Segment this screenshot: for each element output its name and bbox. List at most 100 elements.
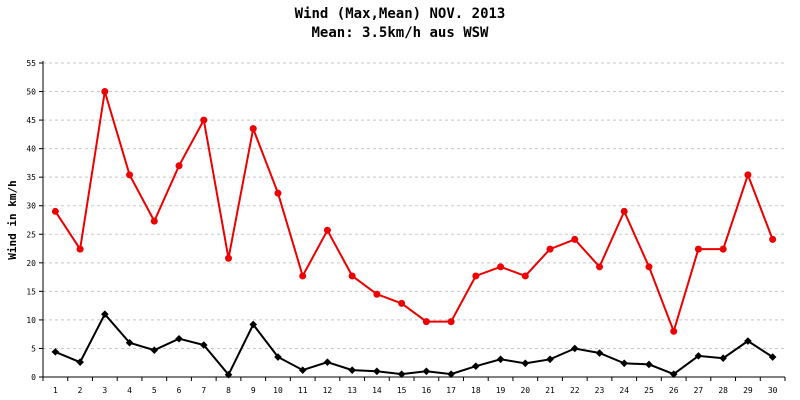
data-point (645, 360, 653, 369)
data-point (571, 235, 579, 243)
data-point (398, 299, 406, 307)
x-tick-label: 18 (471, 386, 481, 395)
data-point (472, 272, 480, 280)
data-point (101, 310, 109, 318)
data-point (150, 346, 159, 354)
data-point (225, 254, 232, 262)
data-point (298, 366, 307, 374)
y-tick-label: 55 (26, 59, 36, 68)
data-point (224, 370, 233, 379)
y-tick-label: 25 (26, 230, 36, 239)
data-point (199, 341, 208, 349)
series-line (55, 312, 774, 377)
data-point (620, 359, 629, 368)
y-tick-label: 45 (26, 116, 36, 125)
y-axis-label: Wind in km/h (6, 180, 19, 259)
y-tick-label: 50 (26, 88, 36, 97)
x-tick-label: 20 (520, 386, 530, 395)
series-1 (51, 88, 777, 335)
x-tick-label: 27 (694, 386, 704, 395)
data-point (274, 189, 282, 197)
x-tick-label: 6 (177, 386, 182, 395)
data-point (125, 338, 134, 347)
data-point (694, 245, 702, 253)
x-tick-label: 25 (644, 386, 654, 395)
data-point (249, 125, 257, 133)
y-tick-label: 10 (26, 316, 36, 325)
x-tick-label: 12 (323, 386, 333, 395)
data-point (670, 327, 678, 335)
data-point (274, 353, 282, 361)
data-point (76, 358, 84, 366)
data-point (546, 355, 554, 364)
y-tick-label: 0 (31, 373, 36, 382)
x-tick-label: 1 (53, 386, 58, 395)
x-tick-label: 24 (619, 386, 629, 395)
x-tick-labels: 1 2 3 4 5 6 7 8 9 10 11 12 13 14 15 16 17 18 19 20 21 22 23 24 2… (53, 386, 778, 395)
x-tick-label: 3 (102, 386, 107, 395)
data-point (595, 349, 604, 357)
data-point (126, 171, 134, 179)
x-tick-label: 8 (226, 386, 231, 395)
data-point (521, 359, 530, 368)
x-tick-label: 9 (251, 386, 256, 395)
data-point (546, 245, 554, 253)
y-tick-label: 15 (26, 287, 36, 296)
data-point (348, 366, 356, 374)
x-tick-label: 29 (743, 386, 753, 395)
x-tick-label: 28 (718, 386, 728, 395)
data-point (719, 354, 727, 362)
data-point (669, 370, 678, 378)
data-point (299, 272, 307, 280)
data-point (348, 272, 356, 280)
data-point (51, 348, 60, 356)
data-point (175, 162, 183, 170)
x-tick-label: 19 (496, 386, 506, 395)
data-point (323, 358, 332, 366)
y-tick-labels: 0 5 10 15 20 25 30 35 40 45 50 55 (26, 59, 36, 382)
data-point (51, 207, 59, 215)
data-point (76, 245, 84, 253)
data-point (768, 353, 777, 361)
data-point (719, 245, 727, 253)
x-tick-label: 23 (595, 386, 605, 395)
data-point (496, 355, 505, 364)
data-point (596, 263, 603, 271)
data-point (645, 263, 653, 271)
y-tick-label: 20 (26, 259, 36, 268)
data-point (694, 352, 703, 360)
data-point (373, 367, 381, 376)
data-point (620, 207, 628, 215)
series-layer (51, 88, 777, 379)
data-point (101, 88, 109, 96)
y-tick-label: 5 (31, 344, 36, 353)
data-point (472, 362, 480, 370)
x-tick-label: 14 (372, 386, 382, 395)
data-point (744, 171, 752, 179)
data-point (521, 272, 529, 280)
data-point (769, 235, 777, 243)
series-line (54, 91, 774, 335)
data-point (497, 263, 505, 271)
data-point (422, 367, 431, 376)
x-tick-label: 26 (669, 386, 679, 395)
chart-title: Wind (Max,Mean) NOV. 2013 (295, 6, 506, 22)
axes (39, 61, 786, 381)
x-tick-label: 2 (78, 386, 83, 395)
data-point (175, 334, 183, 343)
x-tick-label: 5 (152, 386, 157, 395)
x-tick-label: 10 (273, 386, 283, 395)
x-tick-label: 13 (347, 386, 357, 395)
data-point (397, 370, 406, 378)
data-point (249, 320, 258, 329)
data-point (323, 226, 331, 234)
y-tick-label: 35 (26, 173, 36, 182)
data-point (422, 318, 430, 326)
data-point (744, 337, 752, 345)
data-point (570, 344, 579, 353)
grid-lines (43, 62, 785, 349)
data-point (373, 290, 381, 298)
y-tick-label: 40 (26, 145, 36, 154)
x-tick-label: 21 (545, 386, 555, 395)
